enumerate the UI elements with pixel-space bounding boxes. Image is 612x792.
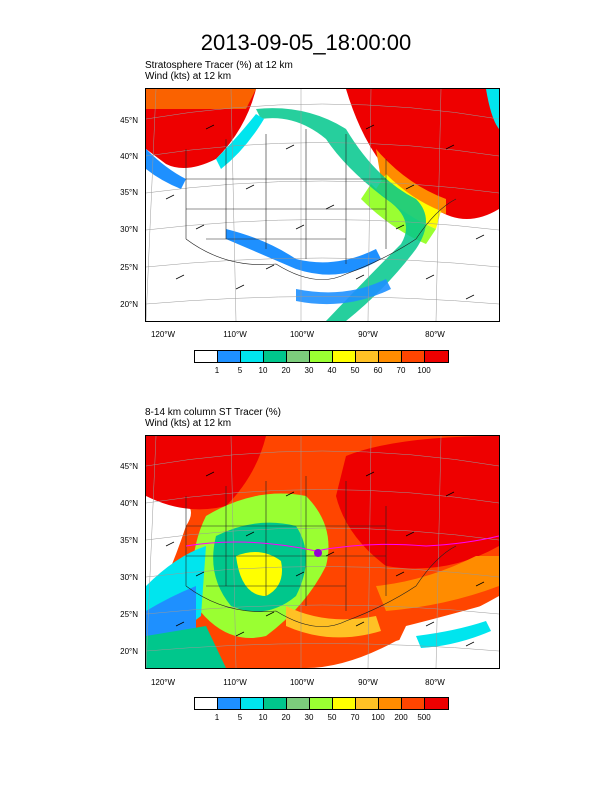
colorbar-swatch (425, 351, 448, 362)
colorbar-label: 100 (417, 366, 431, 375)
colorbar-label: 50 (350, 366, 360, 375)
colorbar-swatch (195, 351, 218, 362)
panel2-lat-label: 40°N (120, 499, 138, 508)
colorbar-label: 5 (237, 366, 243, 375)
panel1-lat-label: 45°N (120, 116, 138, 125)
panel2-lat-label: 35°N (120, 536, 138, 545)
colorbar-label: 40 (327, 366, 337, 375)
panel2-lon-label: 120°W (150, 678, 176, 687)
colorbar-label: 20 (281, 366, 291, 375)
colorbar-label: 70 (396, 366, 406, 375)
panel1-map (145, 88, 500, 322)
colorbar-swatch (402, 351, 425, 362)
colorbar-swatch (310, 698, 333, 709)
panel1-lon-label: 80°W (425, 330, 445, 339)
colorbar-label: 1 (214, 713, 220, 722)
panel2-lat-label: 25°N (120, 610, 138, 619)
panel2-colorbar (194, 697, 449, 710)
colorbar-swatch (379, 351, 402, 362)
colorbar-swatch (264, 351, 287, 362)
colorbar-swatch (333, 351, 356, 362)
panel1-lon-label: 120°W (150, 330, 176, 339)
colorbar-swatch (195, 698, 218, 709)
panel1-colorbar (194, 350, 449, 363)
colorbar-label: 20 (281, 713, 291, 722)
colorbar-label: 200 (394, 713, 408, 722)
panel1-lat-label: 25°N (120, 263, 138, 272)
panel2-lat-label: 20°N (120, 647, 138, 656)
colorbar-label: 1 (214, 366, 220, 375)
colorbar-swatch (402, 698, 425, 709)
colorbar-label: 70 (350, 713, 360, 722)
colorbar-label: 5 (237, 713, 243, 722)
colorbar-label: 50 (327, 713, 337, 722)
colorbar-label: 100 (371, 713, 385, 722)
panel2-map (145, 435, 500, 669)
panel2-lon-label: 80°W (425, 678, 445, 687)
colorbar-swatch (310, 351, 333, 362)
colorbar-swatch (287, 698, 310, 709)
colorbar-swatch (241, 698, 264, 709)
colorbar-swatch (218, 698, 241, 709)
panel1-lat-label: 40°N (120, 152, 138, 161)
panel2-lat-label: 45°N (120, 462, 138, 471)
panel2-subtitle-1: 8-14 km column ST Tracer (%) (145, 407, 281, 418)
panel1-lat-label: 20°N (120, 300, 138, 309)
colorbar-label: 10 (258, 713, 268, 722)
panel2-lon-label: 90°W (358, 678, 378, 687)
panel2-lon-label: 110°W (223, 678, 247, 687)
panel1-lon-label: 90°W (358, 330, 378, 339)
colorbar-label: 60 (373, 366, 383, 375)
colorbar-swatch (356, 698, 379, 709)
panel1-subtitle-2: Wind (kts) at 12 km (145, 71, 232, 82)
colorbar-swatch (333, 698, 356, 709)
colorbar-swatch (287, 351, 310, 362)
panel1-lat-label: 35°N (120, 188, 138, 197)
panel2-subtitle-2: Wind (kts) at 12 km (145, 418, 232, 429)
colorbar-label: 30 (304, 366, 314, 375)
panel1-lon-label: 100°W (289, 330, 315, 339)
colorbar-swatch (218, 351, 241, 362)
panel2-lon-label: 100°W (289, 678, 315, 687)
panel2-lat-label: 30°N (120, 573, 138, 582)
colorbar-label: 500 (417, 713, 431, 722)
colorbar-swatch (425, 698, 448, 709)
colorbar-swatch (379, 698, 402, 709)
colorbar-label: 30 (304, 713, 314, 722)
figure-title: 2013-09-05_18:00:00 (200, 30, 412, 55)
colorbar-swatch (264, 698, 287, 709)
colorbar-swatch (241, 351, 264, 362)
colorbar-swatch (356, 351, 379, 362)
colorbar-label: 10 (258, 366, 268, 375)
panel1-lon-label: 110°W (223, 330, 247, 339)
panel1-lat-label: 30°N (120, 225, 138, 234)
panel1-subtitle-1: Stratosphere Tracer (%) at 12 km (145, 60, 293, 71)
